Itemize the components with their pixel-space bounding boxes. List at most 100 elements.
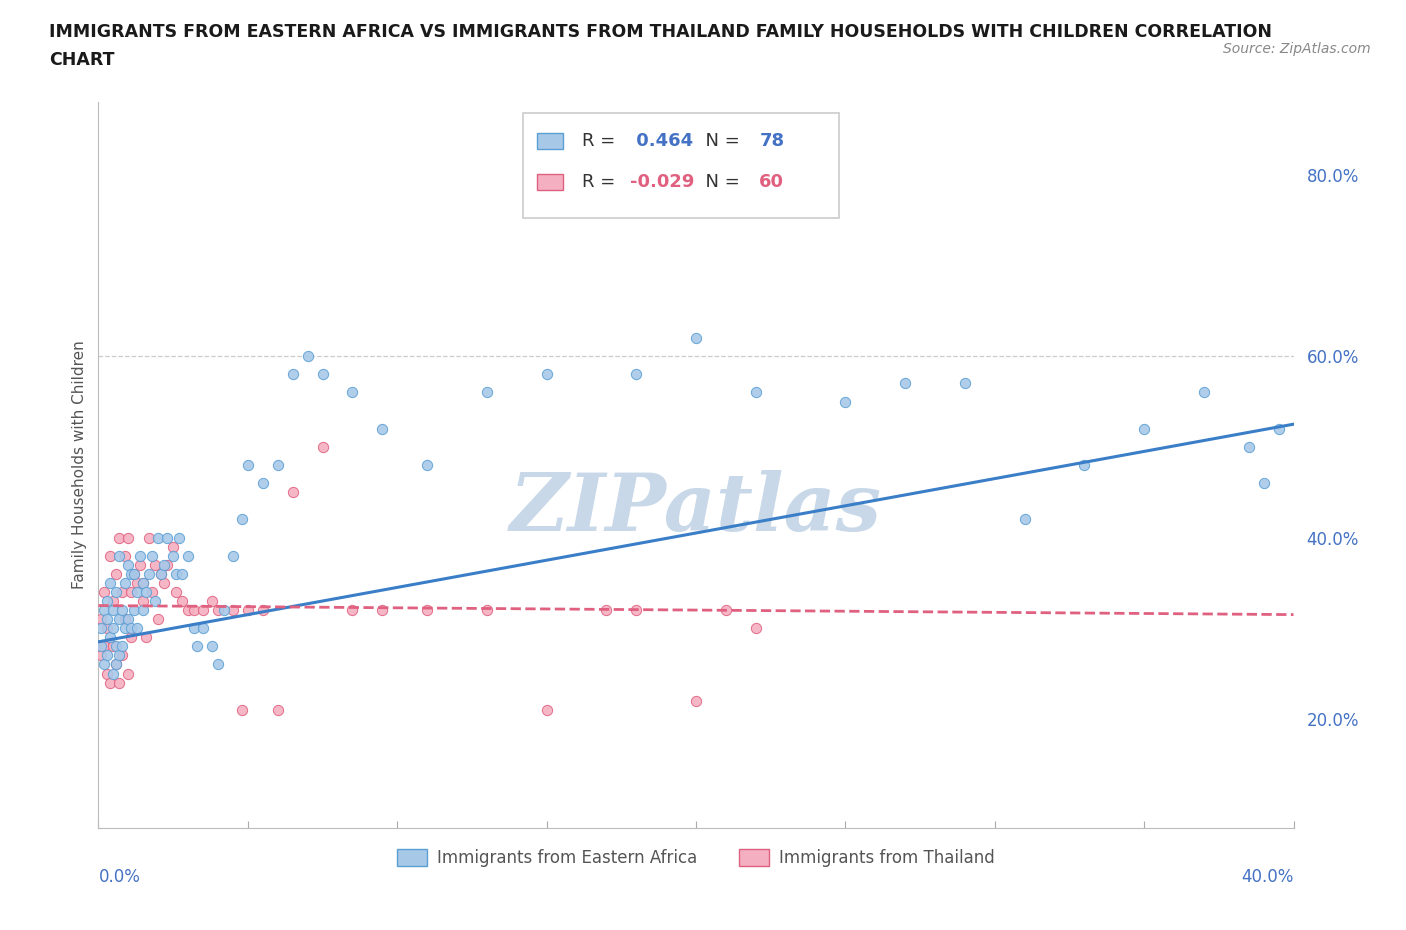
Point xyxy=(90,639,112,654)
Point xyxy=(111,648,134,663)
Point xyxy=(96,593,118,608)
Point xyxy=(191,621,214,636)
Point xyxy=(135,630,157,644)
Point xyxy=(150,566,173,581)
Point xyxy=(111,603,134,618)
Point xyxy=(342,603,364,618)
Point xyxy=(93,639,115,654)
Point xyxy=(138,566,160,581)
Point xyxy=(1237,440,1260,455)
Point xyxy=(416,458,439,472)
Point xyxy=(93,603,115,618)
Point xyxy=(177,603,200,618)
Point xyxy=(156,530,179,545)
Point xyxy=(342,385,364,400)
Point xyxy=(953,376,976,391)
Point xyxy=(201,639,224,654)
Text: 0.464: 0.464 xyxy=(630,132,693,150)
Point xyxy=(120,585,142,600)
Point xyxy=(114,548,136,563)
Point xyxy=(252,475,274,491)
Point xyxy=(167,530,190,545)
Point xyxy=(105,657,128,671)
Text: N =: N = xyxy=(693,173,745,191)
Point xyxy=(90,612,112,627)
Point xyxy=(714,603,737,618)
Text: R =: R = xyxy=(582,132,621,150)
Point xyxy=(117,530,139,545)
Point xyxy=(141,548,163,563)
Point xyxy=(222,548,245,563)
Point xyxy=(148,612,170,627)
Point xyxy=(135,585,157,600)
Point xyxy=(236,458,259,472)
Text: Source: ZipAtlas.com: Source: ZipAtlas.com xyxy=(1223,42,1371,56)
Text: 60: 60 xyxy=(759,173,785,191)
Point xyxy=(127,621,149,636)
Point xyxy=(96,612,118,627)
Point xyxy=(183,621,205,636)
Point xyxy=(231,512,253,526)
Text: R =: R = xyxy=(582,173,621,191)
Point xyxy=(685,694,707,709)
Point xyxy=(96,666,118,681)
Point xyxy=(111,585,134,600)
Point xyxy=(127,576,149,591)
Point xyxy=(108,548,131,563)
Y-axis label: Family Households with Children: Family Households with Children xyxy=(72,340,87,590)
Point xyxy=(129,557,152,572)
Point xyxy=(120,630,142,644)
Text: CHART: CHART xyxy=(49,51,115,69)
Point xyxy=(236,603,259,618)
Point xyxy=(124,566,146,581)
Point xyxy=(297,349,319,364)
Point xyxy=(165,585,187,600)
Point xyxy=(105,639,128,654)
Point xyxy=(281,367,304,382)
Point xyxy=(96,621,118,636)
FancyBboxPatch shape xyxy=(523,113,839,219)
Point xyxy=(127,585,149,600)
Point xyxy=(143,593,166,608)
Point xyxy=(745,385,768,400)
Point xyxy=(96,648,118,663)
Point xyxy=(1133,421,1156,436)
Point xyxy=(252,603,274,618)
Point xyxy=(138,530,160,545)
Point xyxy=(311,440,333,455)
Point xyxy=(371,421,394,436)
Point xyxy=(222,603,245,618)
Point xyxy=(153,557,176,572)
Point xyxy=(103,603,125,618)
Point xyxy=(186,639,208,654)
Point xyxy=(148,530,170,545)
FancyBboxPatch shape xyxy=(537,174,564,190)
Point xyxy=(103,593,125,608)
Point xyxy=(105,566,128,581)
Point xyxy=(98,576,122,591)
Point xyxy=(207,603,229,618)
Point xyxy=(191,603,214,618)
Point xyxy=(281,485,304,499)
Text: -0.029: -0.029 xyxy=(630,173,695,191)
Text: 0.0%: 0.0% xyxy=(98,868,141,885)
Text: IMMIGRANTS FROM EASTERN AFRICA VS IMMIGRANTS FROM THAILAND FAMILY HOUSEHOLDS WIT: IMMIGRANTS FROM EASTERN AFRICA VS IMMIGR… xyxy=(49,23,1272,41)
Point xyxy=(111,639,134,654)
Point xyxy=(108,612,131,627)
Point xyxy=(595,603,617,618)
Point xyxy=(685,330,707,345)
Point xyxy=(177,548,200,563)
Point xyxy=(103,666,125,681)
Point xyxy=(108,648,131,663)
Point xyxy=(1192,385,1215,400)
Point xyxy=(117,612,139,627)
Point xyxy=(626,603,648,618)
Point xyxy=(475,385,498,400)
Point xyxy=(114,612,136,627)
Point xyxy=(212,603,235,618)
Point xyxy=(132,593,155,608)
Legend: Immigrants from Eastern Africa, Immigrants from Thailand: Immigrants from Eastern Africa, Immigran… xyxy=(391,843,1001,874)
Point xyxy=(120,566,142,581)
Point xyxy=(105,657,128,671)
Point xyxy=(183,603,205,618)
